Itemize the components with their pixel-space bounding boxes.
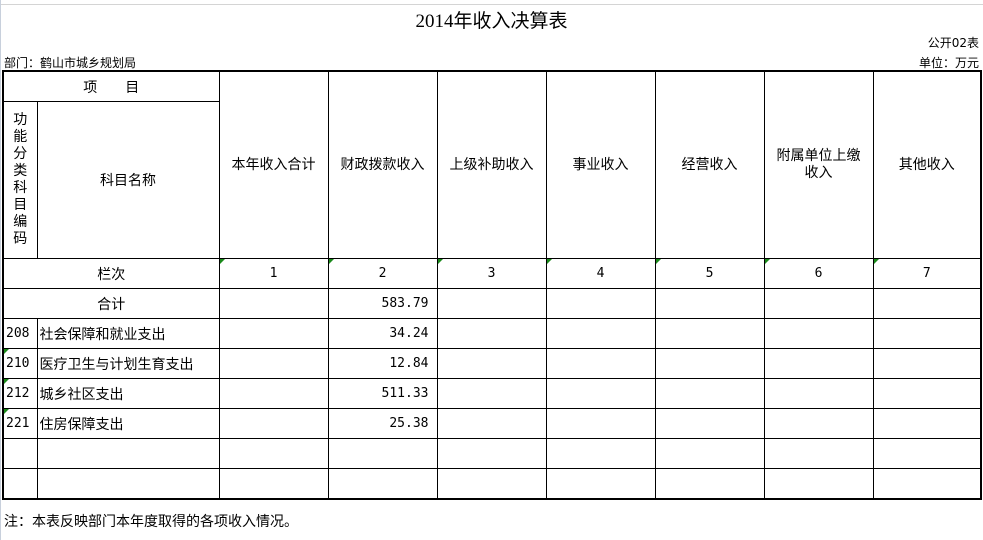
- value-cell[interactable]: [654, 318, 765, 349]
- total-cell[interactable]: [654, 288, 765, 319]
- page-title: 2014年收入决算表: [415, 11, 568, 32]
- value-cell[interactable]: [654, 348, 765, 379]
- column-index[interactable]: 3: [436, 258, 547, 289]
- column-index[interactable]: 1: [218, 258, 329, 289]
- item-header: 项 目: [2, 70, 220, 102]
- value-cell[interactable]: [218, 438, 329, 469]
- row-code[interactable]: [2, 438, 38, 469]
- value-cell[interactable]: [436, 348, 547, 379]
- code-header-cell: 功能分类科目编码: [2, 101, 38, 259]
- col-header: 经营收入: [654, 70, 765, 259]
- value-cell[interactable]: [436, 438, 547, 469]
- value-cell[interactable]: [654, 408, 765, 439]
- unit-label: 单位：万元: [918, 56, 979, 70]
- column-index[interactable]: 5: [654, 258, 765, 289]
- value-cell[interactable]: [436, 408, 547, 439]
- row-name[interactable]: [36, 438, 220, 469]
- total-cell[interactable]: [436, 288, 547, 319]
- col-header: 附属单位上缴收入: [763, 70, 874, 259]
- value-cell[interactable]: [872, 348, 982, 379]
- value-cell[interactable]: [218, 408, 329, 439]
- col-header: 事业收入: [545, 70, 656, 259]
- table-row: 221 住房保障支出 25.38: [2, 408, 982, 439]
- table-row: 210 医疗卫生与计划生育支出 12.84: [2, 348, 982, 379]
- col-header: 本年收入合计: [218, 70, 329, 259]
- value-cell[interactable]: [872, 408, 982, 439]
- value-cell[interactable]: 12.84: [327, 348, 438, 379]
- value-cell[interactable]: [763, 318, 874, 349]
- value-cell[interactable]: [545, 438, 656, 469]
- value-cell[interactable]: [545, 468, 656, 500]
- value-cell[interactable]: [872, 468, 982, 500]
- column-index[interactable]: 7: [872, 258, 982, 289]
- table-row: [2, 438, 982, 469]
- table-row: [2, 468, 982, 500]
- column-index[interactable]: 2: [327, 258, 438, 289]
- row-name[interactable]: 住房保障支出: [36, 408, 220, 439]
- department-label: 部门：鹤山市城乡规划局: [4, 56, 137, 70]
- value-cell[interactable]: [436, 378, 547, 409]
- table-row: 208 社会保障和就业支出 34.24: [2, 318, 982, 349]
- value-cell[interactable]: 34.24: [327, 318, 438, 349]
- value-cell[interactable]: [545, 408, 656, 439]
- income-table: 项 目 本年收入合计 财政拨款收入 上级补助收入 事业收入 经营收入 附属单位上…: [2, 70, 982, 500]
- row-name[interactable]: 医疗卫生与计划生育支出: [36, 348, 220, 379]
- total-label: 合计: [2, 288, 220, 319]
- value-cell[interactable]: [763, 438, 874, 469]
- value-cell[interactable]: [763, 378, 874, 409]
- value-cell[interactable]: [218, 378, 329, 409]
- row-code[interactable]: [2, 468, 38, 500]
- value-cell[interactable]: [218, 468, 329, 500]
- row-name[interactable]: 城乡社区支出: [36, 378, 220, 409]
- value-cell[interactable]: [436, 468, 547, 500]
- value-cell[interactable]: 511.33: [327, 378, 438, 409]
- value-cell[interactable]: [545, 378, 656, 409]
- total-cell[interactable]: [218, 288, 329, 319]
- total-cell[interactable]: 583.79: [327, 288, 438, 319]
- footnote: 注：本表反映部门本年度取得的各项收入情况。: [4, 514, 298, 530]
- col-header: 上级补助收入: [436, 70, 547, 259]
- column-index-label: 栏次: [2, 258, 220, 289]
- code-header: 功能分类科目编码: [13, 112, 28, 247]
- value-cell[interactable]: [218, 348, 329, 379]
- value-cell[interactable]: [872, 438, 982, 469]
- value-cell[interactable]: [545, 318, 656, 349]
- value-cell[interactable]: [763, 468, 874, 500]
- value-cell[interactable]: [654, 378, 765, 409]
- value-cell[interactable]: [654, 468, 765, 500]
- column-index[interactable]: 6: [763, 258, 874, 289]
- row-code[interactable]: 210: [2, 348, 38, 379]
- name-header: 科目名称: [36, 101, 220, 259]
- col-header: 财政拨款收入: [327, 70, 438, 259]
- value-cell[interactable]: [218, 318, 329, 349]
- total-cell[interactable]: [763, 288, 874, 319]
- row-name[interactable]: [36, 468, 220, 500]
- spreadsheet-gridline: [0, 0, 983, 5]
- value-cell[interactable]: [654, 438, 765, 469]
- col-header: 其他收入: [872, 70, 982, 259]
- column-index[interactable]: 4: [545, 258, 656, 289]
- value-cell[interactable]: [545, 348, 656, 379]
- form-number: 公开02表: [927, 36, 979, 50]
- value-cell[interactable]: [327, 438, 438, 469]
- row-code[interactable]: 212: [2, 378, 38, 409]
- row-name[interactable]: 社会保障和就业支出: [36, 318, 220, 349]
- value-cell[interactable]: [327, 468, 438, 500]
- value-cell[interactable]: [436, 318, 547, 349]
- total-cell[interactable]: [872, 288, 982, 319]
- value-cell[interactable]: [763, 348, 874, 379]
- total-cell[interactable]: [545, 288, 656, 319]
- value-cell[interactable]: [872, 378, 982, 409]
- value-cell[interactable]: 25.38: [327, 408, 438, 439]
- row-code[interactable]: 221: [2, 408, 38, 439]
- value-cell[interactable]: [872, 318, 982, 349]
- row-code[interactable]: 208: [2, 318, 38, 349]
- spreadsheet-edge: [0, 0, 1, 540]
- value-cell[interactable]: [763, 408, 874, 439]
- table-row: 212 城乡社区支出 511.33: [2, 378, 982, 409]
